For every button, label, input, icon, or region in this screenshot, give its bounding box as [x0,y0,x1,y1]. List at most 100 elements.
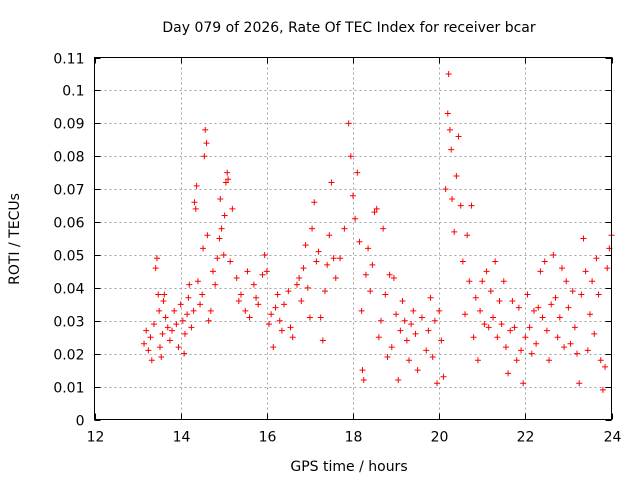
data-point [563,278,570,285]
data-point [485,324,492,331]
data-point [599,386,606,393]
data-point [539,314,546,321]
data-point [569,288,576,295]
data-point [548,301,555,308]
data-point [520,380,527,387]
data-point [194,278,201,285]
data-point [494,334,501,341]
data-point [145,347,152,354]
data-point [205,317,212,324]
data-point [158,353,165,360]
data-point [186,281,193,288]
data-point [451,228,458,235]
data-point [190,307,197,314]
data-point [221,212,228,219]
y-tick-label: 0.09 [53,117,84,133]
data-point [293,281,300,288]
data-point [233,274,240,281]
x-axis-label: GPS time / hours [290,459,407,475]
data-point [459,258,466,265]
data-point [287,324,294,331]
data-point [595,291,602,298]
data-point [513,357,520,364]
data-point [229,205,236,212]
x-tick-label: 16 [259,430,277,446]
data-point [537,268,544,275]
data-point [250,281,257,288]
data-point [304,284,311,291]
data-point [319,337,326,344]
data-point [425,327,432,334]
data-point [311,199,318,206]
data-point [259,271,266,278]
data-point [384,353,391,360]
data-point [155,291,162,298]
data-point [199,291,206,298]
y-tick-label: 0.05 [53,249,84,265]
data-point [375,334,382,341]
data-point [373,205,380,212]
data-point [556,314,563,321]
data-point [571,324,578,331]
data-point [533,340,540,347]
data-point [582,268,589,275]
data-point [360,377,367,384]
data-point [281,301,288,308]
data-point [162,314,169,321]
data-point [207,307,214,314]
data-point [188,324,195,331]
data-point [156,344,163,351]
data-point [184,311,191,318]
data-point [395,377,402,384]
data-point [317,314,324,321]
data-point [160,298,167,305]
y-tick-label: 0 [76,414,85,430]
data-point [584,347,591,354]
data-point [268,311,275,318]
data-point [147,334,154,341]
data-point [153,255,160,262]
data-point [378,317,385,324]
data-point [265,321,272,328]
y-tick-label: 0.07 [53,183,84,199]
y-tick-label: 0.1 [62,84,84,100]
x-tick-label: 12 [87,430,105,446]
data-point [412,330,419,337]
data-point [169,327,176,334]
data-point [565,304,572,311]
data-point [171,307,178,314]
data-point [474,357,481,364]
data-point [558,265,565,272]
data-point [397,327,404,334]
data-point [453,172,460,179]
data-point [490,314,497,321]
data-point [274,291,281,298]
data-point [382,291,389,298]
data-point [589,278,596,285]
data-point [502,344,509,351]
x-tick-label: 18 [345,430,363,446]
data-point [429,353,436,360]
data-point [175,344,182,351]
data-point [309,225,316,232]
data-point [328,179,335,186]
data-point [464,232,471,239]
x-tick-label: 20 [431,430,449,446]
data-point [216,235,223,242]
data-point [181,330,188,337]
data-point [181,350,188,357]
chart-title: Day 079 of 2026, Rate Of TEC Index for r… [162,20,536,36]
data-point [561,344,568,351]
data-point [567,340,574,347]
data-point [352,215,359,222]
data-point [253,294,260,301]
data-point [449,196,456,203]
data-point [217,196,224,203]
data-point [276,317,283,324]
data-point [602,363,609,370]
data-point [507,327,514,334]
data-point [141,340,148,347]
data-point [201,153,208,160]
data-point [191,199,198,206]
data-point [246,314,253,321]
